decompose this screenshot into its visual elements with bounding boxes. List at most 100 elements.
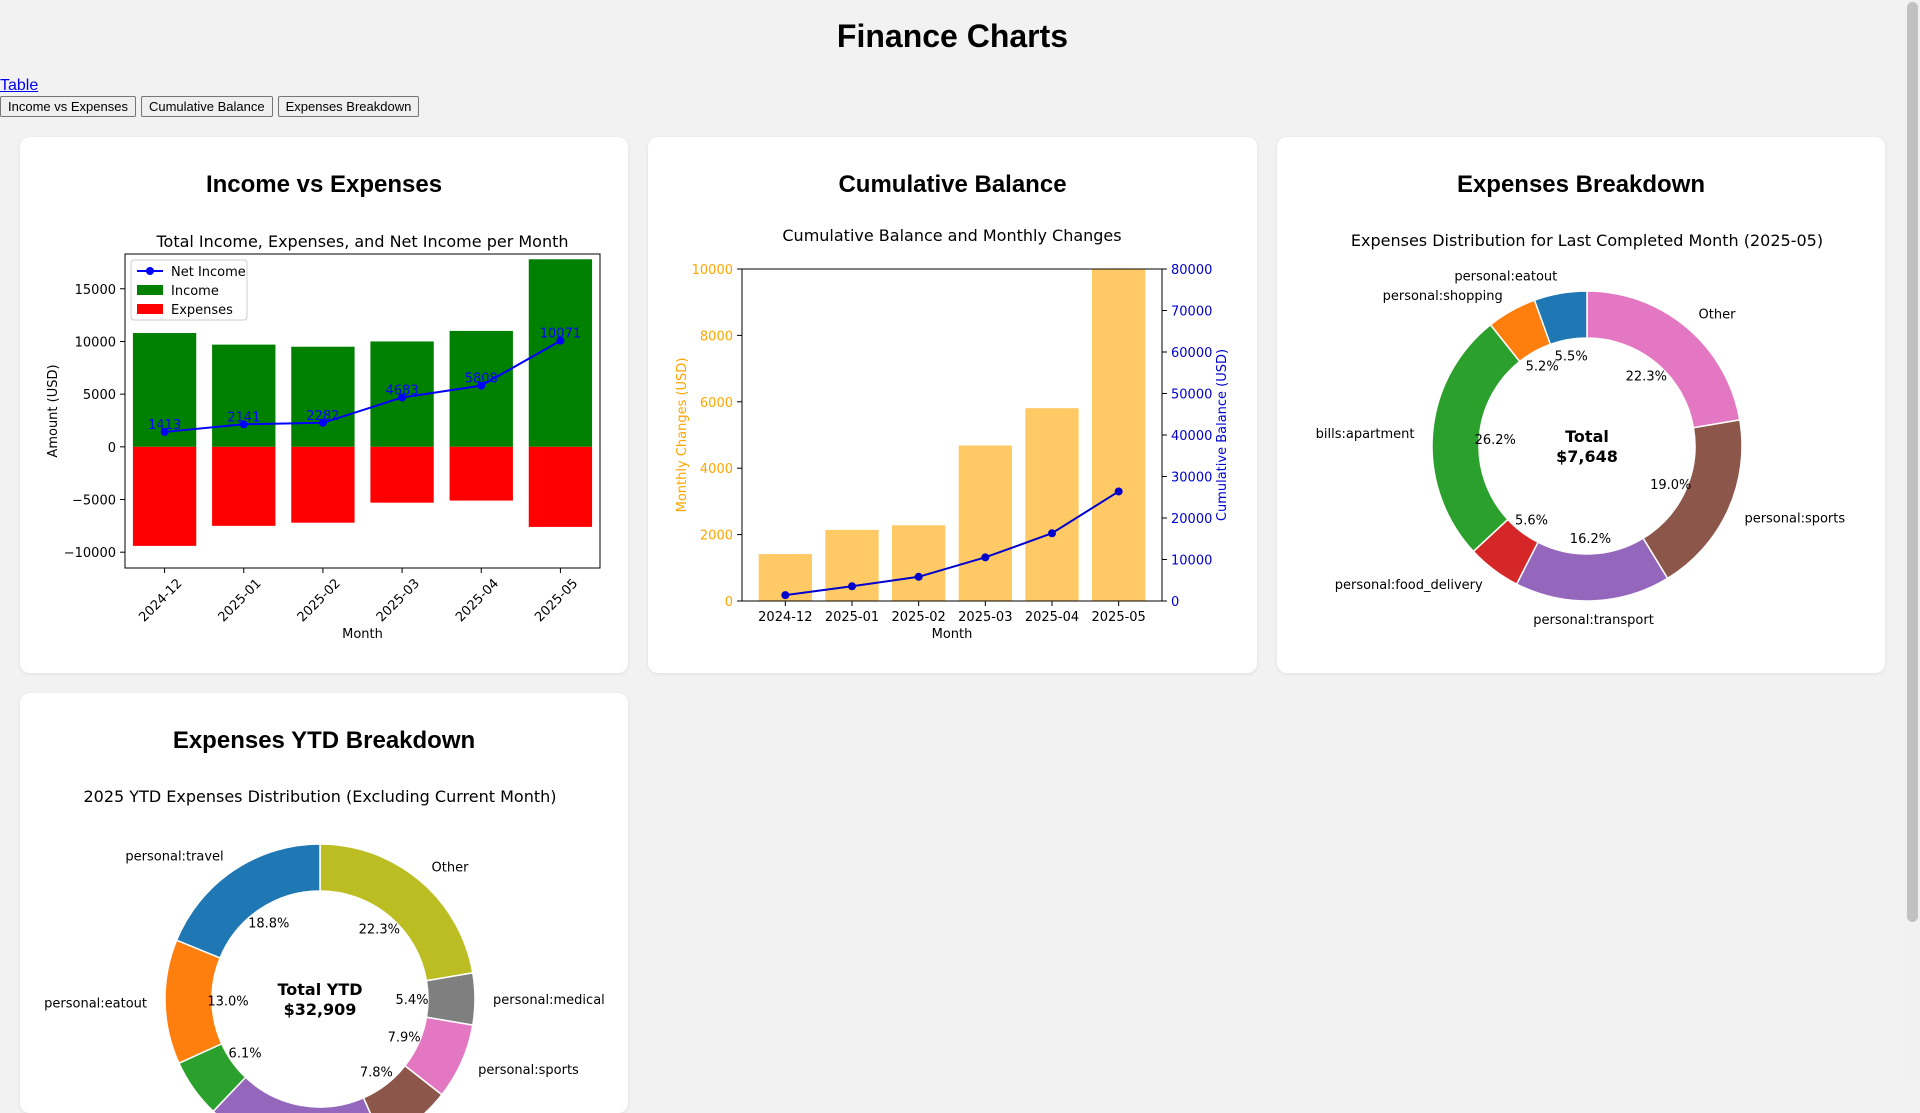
chart2-ytick-label: 10000	[692, 263, 733, 278]
donut3-center-value: $32,909	[284, 1000, 357, 1019]
legend-income-swatch	[137, 285, 163, 295]
chart2-xtick-label: 2025-04	[1025, 610, 1079, 625]
cumulative-point-2025-03	[981, 553, 990, 562]
bar-monthly-change-2025-02	[892, 525, 946, 601]
legend-income-label: Income	[171, 284, 219, 299]
expenses-breakdown-chart: Expenses Distribution for Last Completed…	[1316, 231, 1846, 628]
chart2-y2tick-label: 70000	[1171, 305, 1212, 320]
expenses-breakdown-button[interactable]: Expenses Breakdown	[277, 96, 420, 117]
donut2-slice-personal-transport	[1515, 537, 1669, 602]
chart1-xlabel: Month	[342, 627, 383, 642]
donut2-category-label: personal:food_delivery	[1335, 578, 1483, 593]
chart1-xtick-label: 2025-03	[374, 576, 423, 625]
chart2-y2tick-label: 40000	[1171, 429, 1212, 444]
chart1-ylabel: Amount (USD)	[46, 364, 61, 457]
legend-expenses-swatch	[137, 304, 163, 314]
donut3-slice-personal-travel	[175, 843, 321, 959]
chart2-y2tick-label: 0	[1171, 595, 1179, 610]
chart2-y2label: Cumulative Balance (USD)	[1215, 349, 1230, 521]
donut3-pct-label: 5.4%	[395, 993, 428, 1008]
bar-expenses-2025-02	[291, 446, 355, 523]
net-income-point-2024-12	[160, 427, 169, 436]
chart1-frame	[124, 253, 601, 569]
donut2-title: Expenses Distribution for Last Completed…	[1351, 231, 1823, 250]
donut2-category-label: Other	[1699, 308, 1737, 323]
bar-income-2024-12	[132, 333, 197, 447]
expenses-ytd-chart: 2025 YTD Expenses Distribution (Excludin…	[44, 787, 605, 1113]
donut2-slice-personal-eatout	[1533, 290, 1588, 346]
chart2-y2tick-label: 20000	[1171, 512, 1212, 527]
bar-expenses-2025-01	[212, 446, 276, 526]
expenses-breakdown-card: Expenses Breakdown Expenses Distribution…	[1277, 137, 1885, 673]
cumulative-card-title: Cumulative Balance	[838, 171, 1067, 198]
page-title: Finance Charts	[836, 18, 1069, 54]
bar-expenses-2025-03	[370, 446, 434, 503]
chart2-y2tick-label: 60000	[1171, 346, 1212, 361]
chart2-xtick-label: 2025-01	[825, 610, 879, 625]
scrollbar-thumb[interactable]	[1907, 2, 1918, 922]
chart2-ytick-label: 6000	[700, 396, 733, 411]
net-income-point-2025-05	[556, 336, 565, 345]
chart1-ytick-label: 0	[108, 441, 116, 456]
net-income-label-2025-04: 5808	[465, 372, 498, 387]
bar-monthly-change-2025-03	[958, 445, 1012, 601]
net-income-label-2025-03: 4683	[386, 383, 419, 398]
bar-monthly-change-2025-01	[825, 529, 879, 601]
chart2-ytick-label: 0	[725, 595, 733, 610]
donut3-category-label: personal:eatout	[44, 996, 147, 1011]
bar-income-2025-02	[291, 346, 355, 447]
chart1-xtick-label: 2025-02	[295, 576, 344, 625]
chart-button-row: Income vs Expenses Cumulative Balance Ex…	[0, 96, 420, 117]
chart2-xlabel: Month	[932, 627, 973, 642]
bar-expenses-2025-05	[528, 446, 593, 527]
chart2-y2tick-label: 50000	[1171, 388, 1212, 403]
table-link[interactable]: Table	[0, 77, 39, 94]
chart2-title: Cumulative Balance and Monthly Changes	[782, 226, 1121, 245]
donut3-pct-label: 18.8%	[248, 917, 289, 932]
donut3-pct-label: 22.3%	[359, 923, 400, 938]
cumulative-point-2025-01	[848, 582, 856, 591]
donut3-category-label: Other	[432, 861, 470, 876]
donut3-pct-label: 6.1%	[229, 1046, 262, 1061]
net-income-label-2024-12: 1413	[148, 418, 181, 433]
net-income-label-2025-05: 10071	[540, 327, 581, 342]
donut2-pct-label: 19.0%	[1650, 478, 1691, 493]
expenses-ytd-card: Expenses YTD Breakdown 2025 YTD Expenses…	[20, 693, 628, 1113]
chart1-ytick-label: 10000	[75, 335, 116, 350]
chart1-xtick-label: 2025-01	[216, 576, 265, 625]
income-vs-expenses-card: Income vs Expenses Total Income, Expense…	[20, 137, 628, 673]
page-scrollbar[interactable]	[1905, 0, 1920, 1080]
chart2-ytick-label: 4000	[700, 462, 733, 477]
income-vs-expenses-button[interactable]: Income vs Expenses	[0, 96, 136, 117]
donut2-pct-label: 22.3%	[1626, 370, 1667, 385]
cumulative-point-2025-02	[914, 572, 923, 581]
donut2-center-value: $7,648	[1556, 447, 1618, 466]
donut2-category-label: personal:transport	[1533, 613, 1654, 628]
chart2-y2tick-label: 30000	[1171, 471, 1212, 486]
net-income-point-2025-03	[398, 393, 407, 402]
chart2-xtick-label: 2025-05	[1092, 610, 1146, 625]
donut2-slice-personal-sports	[1642, 418, 1743, 580]
donut2-category-label: personal:shopping	[1383, 289, 1503, 304]
income-vs-expenses-chart: Total Income, Expenses, and Net Income p…	[46, 232, 601, 642]
cumulative-point-2024-12	[781, 591, 790, 600]
donut2-pct-label: 26.2%	[1475, 433, 1516, 448]
cumulative-balance-button[interactable]: Cumulative Balance	[140, 96, 273, 117]
bar-monthly-change-2025-04	[1025, 408, 1079, 601]
bar-income-2025-01	[212, 344, 276, 447]
chart1-ytick-label: −10000	[64, 546, 116, 561]
legend-expenses-label: Expenses	[171, 303, 233, 318]
chart2-y2tick-label: 80000	[1171, 263, 1212, 278]
net-income-point-2025-02	[318, 418, 327, 427]
chart2-ylabel: Monthly Changes (USD)	[675, 358, 690, 513]
donut3-title: 2025 YTD Expenses Distribution (Excludin…	[84, 787, 557, 806]
chart1-xtick-label: 2025-04	[453, 576, 502, 625]
donut3-pct-label: 7.8%	[360, 1066, 393, 1081]
donut2-center-label: Total	[1565, 427, 1609, 446]
breakdown-card-title: Expenses Breakdown	[1456, 171, 1706, 198]
donut3-category-label: personal:travel	[125, 849, 223, 864]
donut3-category-label: personal:sports	[478, 1063, 579, 1078]
net-income-label-2025-02: 2282	[306, 409, 339, 424]
bar-expenses-2025-04	[449, 446, 513, 501]
net-income-label-2025-01: 2141	[227, 410, 260, 425]
